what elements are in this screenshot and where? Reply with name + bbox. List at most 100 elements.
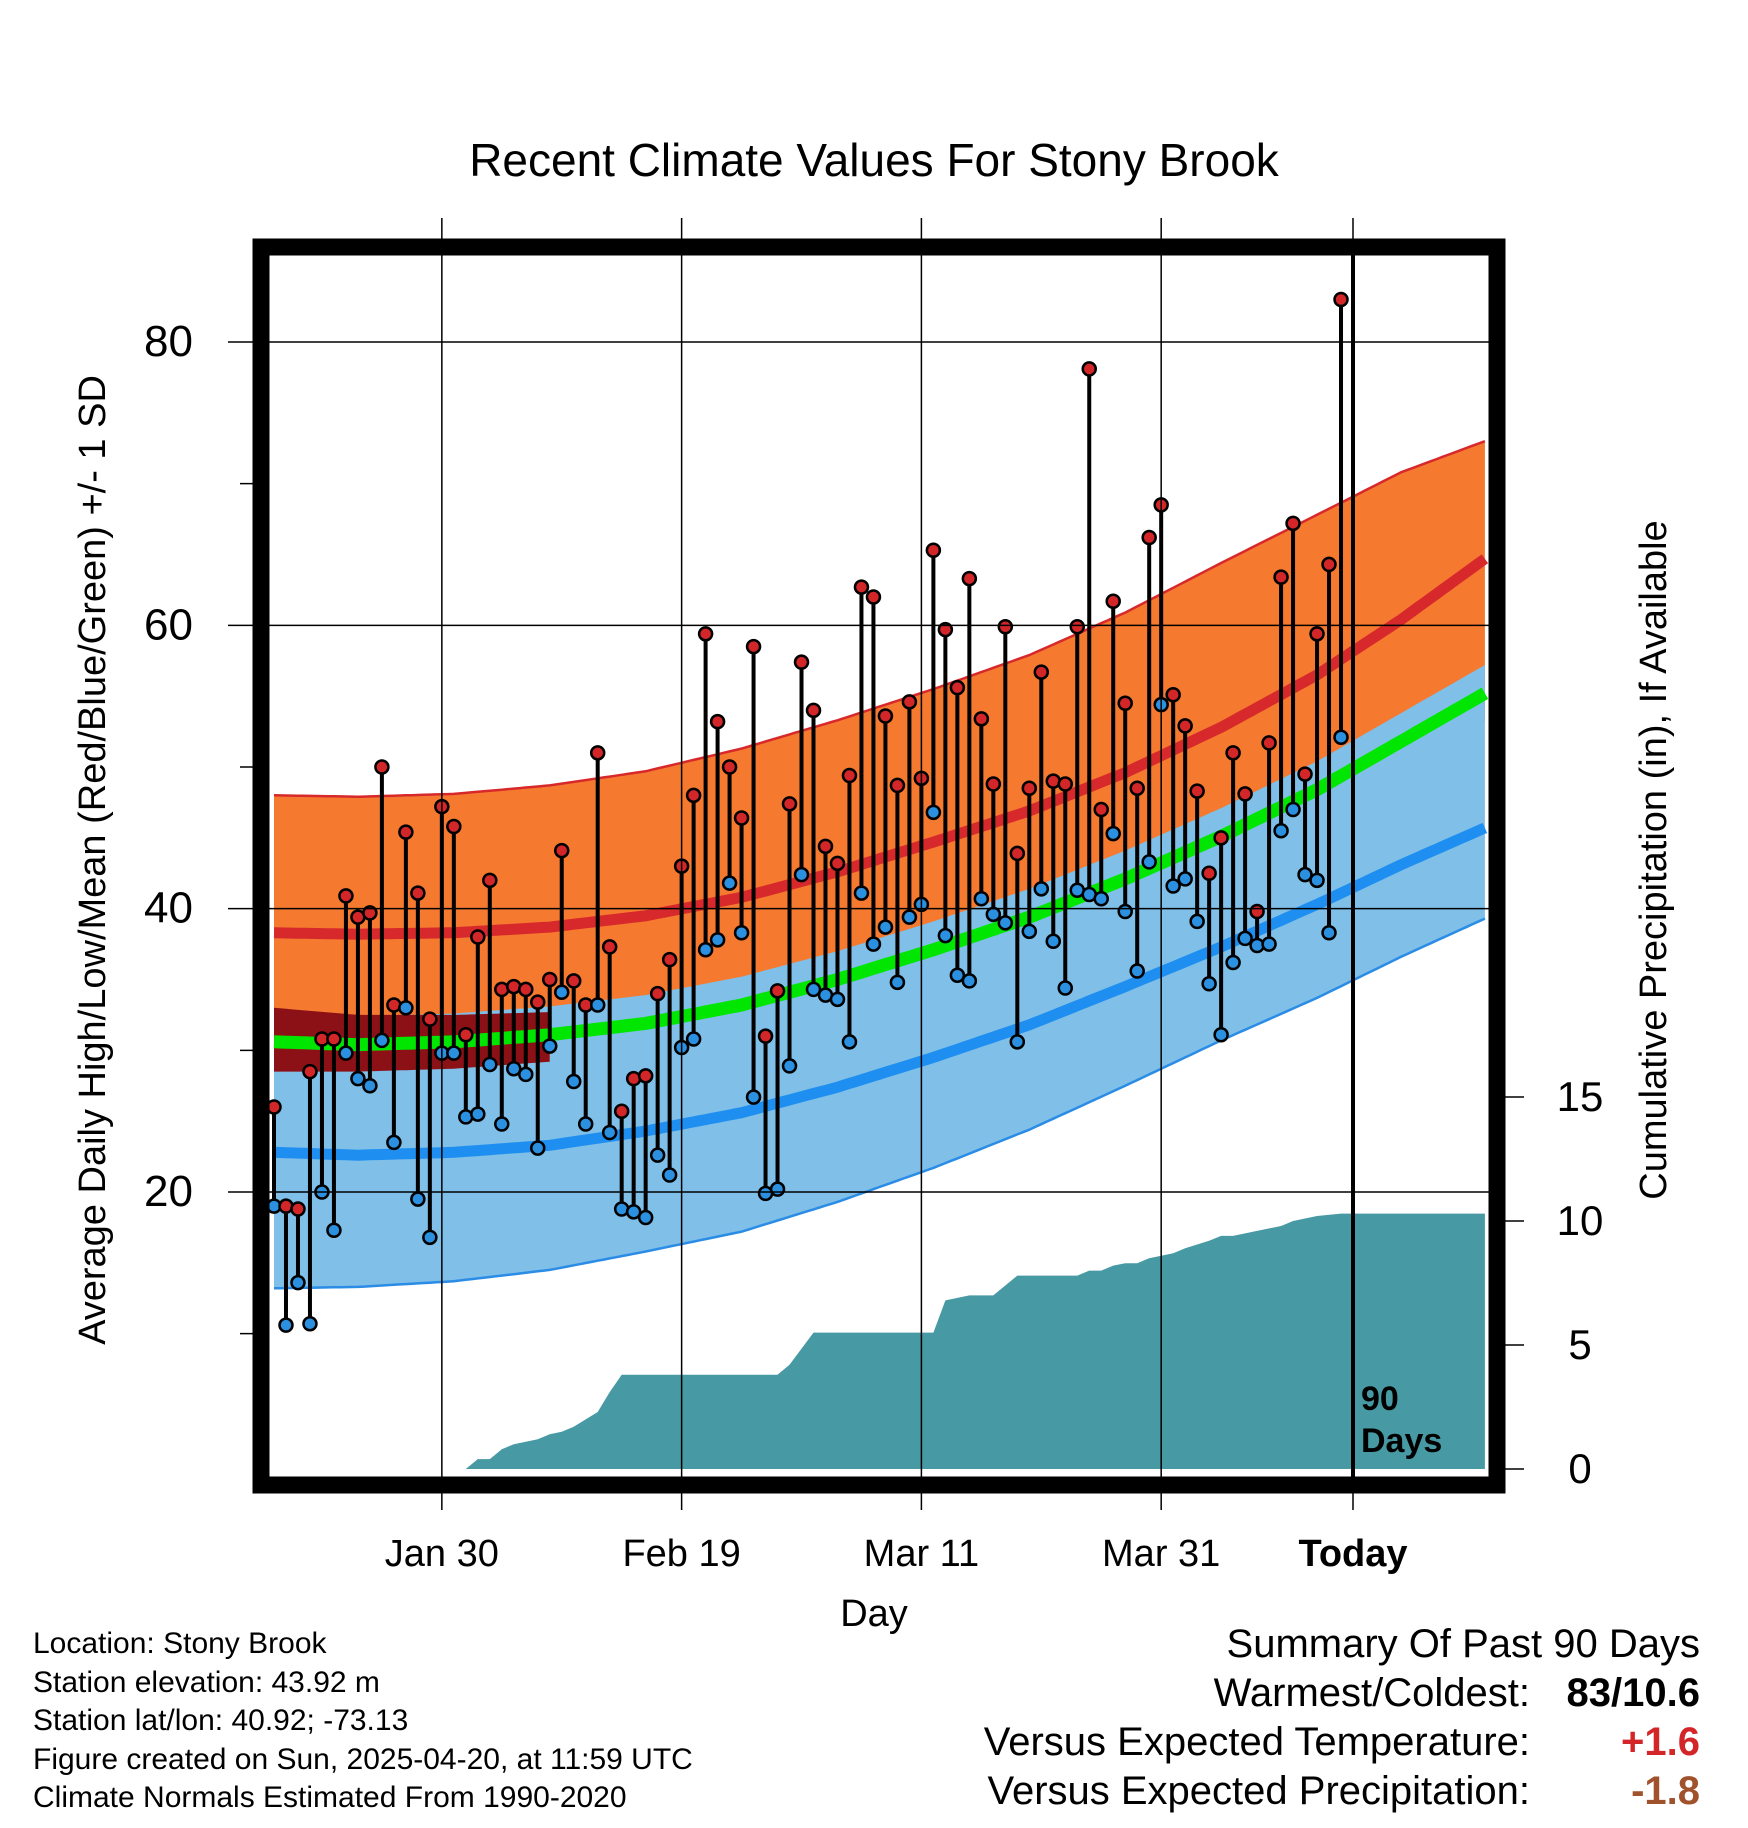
daily-low-point — [1165, 878, 1181, 894]
daily-low-point — [649, 1147, 666, 1163]
daily-high-point — [1249, 903, 1265, 920]
daily-low-point — [661, 1167, 678, 1183]
daily-low-point — [1045, 933, 1062, 949]
daily-high-point — [1141, 529, 1157, 546]
daily-high-point — [1177, 718, 1193, 734]
daily-low-point — [350, 1070, 366, 1087]
normals-text: Climate Normals Estimated From 1990-2020 — [33, 1781, 627, 1814]
y-tick-label: 40 — [144, 884, 193, 933]
daily-high-point — [853, 579, 870, 595]
daily-high-point — [458, 1027, 474, 1043]
normal-low-line — [273, 822, 1488, 1161]
precip-anomaly-value: -1.8 — [1631, 1769, 1700, 1813]
daily-high-point — [1309, 626, 1325, 642]
daily-low-point — [841, 1034, 858, 1050]
daily-high-point — [589, 745, 606, 761]
daily-low-point — [1309, 872, 1325, 889]
high-band-upper-edge — [273, 440, 1486, 799]
location-text: Location: Stony Brook — [33, 1627, 327, 1660]
daily-low-point — [793, 866, 810, 883]
daily-high-point — [613, 1103, 630, 1119]
x-axis-ticks: Jan 30 Feb 19 Mar 11 Mar 31 Today — [385, 1533, 1408, 1575]
daily-high-point — [565, 973, 582, 989]
daily-high-point — [1225, 745, 1241, 761]
daily-low-point — [829, 991, 846, 1008]
x-tick-label: Mar 11 — [864, 1533, 979, 1575]
y-tick-label: 80 — [144, 317, 193, 366]
x-tick-label: Mar 31 — [1102, 1533, 1220, 1575]
daily-high-point — [817, 838, 834, 855]
daily-high-point — [745, 638, 762, 655]
daily-low-point — [398, 1000, 414, 1016]
daily-high-point — [530, 994, 546, 1010]
daily-high-point — [1273, 569, 1289, 585]
daily-low-point — [1057, 980, 1074, 996]
created-text: Figure created on Sun, 2025-04-20, at 11… — [33, 1742, 693, 1776]
daily-high-point — [829, 855, 846, 872]
daily-low-point — [530, 1140, 546, 1156]
daily-low-point — [422, 1229, 438, 1246]
daily-low-point — [997, 915, 1014, 931]
daily-low-point — [362, 1078, 378, 1094]
daily-low-point — [769, 1181, 786, 1197]
daily-high-point — [1189, 783, 1205, 799]
daily-high-point — [877, 708, 894, 724]
daily-low-point — [518, 1066, 534, 1083]
daily-low-point — [1141, 854, 1157, 870]
daily-high-point — [362, 905, 378, 921]
x-tick-label: Feb 19 — [622, 1533, 740, 1575]
grid-horizontal — [266, 218, 1492, 1510]
x-tick-label: Today — [1298, 1533, 1407, 1575]
daily-high-point — [1165, 687, 1181, 703]
daily-low-point — [901, 909, 918, 925]
elevation-text: Station elevation: 43.92 m — [33, 1665, 380, 1699]
high-normal-band — [274, 441, 1485, 1073]
daily-high-point — [1069, 619, 1086, 635]
daily-high-point — [518, 981, 534, 998]
daily-high-point — [422, 1011, 438, 1027]
daily-low-point — [506, 1061, 522, 1077]
daily-low-point — [745, 1089, 762, 1105]
daily-low-point — [1237, 930, 1253, 947]
daily-high-point — [925, 542, 942, 558]
daily-low-point — [985, 906, 1002, 923]
daily-low-point — [949, 967, 966, 983]
cumulative-precip-area — [274, 1213, 1485, 1469]
daily-high-point — [685, 787, 702, 804]
daily-high-point — [1009, 845, 1026, 862]
daily-low-point — [577, 1116, 594, 1132]
daily-low-point — [1285, 801, 1301, 818]
daily-high-point — [1237, 786, 1253, 802]
daily-high-point — [985, 776, 1002, 792]
daily-high-point — [937, 621, 954, 638]
daily-high-point — [865, 589, 882, 605]
daily-high-point — [601, 939, 618, 955]
daily-low-point — [1273, 823, 1289, 839]
daily-high-point — [841, 767, 858, 784]
y-tick-label: 60 — [144, 600, 193, 649]
plot-frame — [252, 238, 1506, 1494]
daily-low-point — [1297, 866, 1313, 883]
latlon-text: Station lat/lon: 40.92; -73.13 — [33, 1704, 409, 1737]
daily-high-point — [1213, 830, 1229, 846]
summary-title: Summary Of Past 90 Days — [1226, 1622, 1700, 1666]
daily-low-point — [541, 1038, 558, 1054]
normal-mean-line — [273, 687, 1489, 1052]
daily-low-point — [853, 885, 870, 901]
daily-high-point — [1321, 556, 1337, 573]
daily-low-point — [326, 1222, 342, 1238]
summary-panel: Summary Of Past 90 Days Warmest/Coldest:… — [984, 1620, 1700, 1816]
daily-high-point — [901, 694, 918, 710]
summary-warmest-row: Warmest/Coldest: 83/10.6 — [984, 1669, 1700, 1718]
daily-low-point — [1333, 729, 1349, 745]
daily-high-point — [649, 985, 666, 1002]
daily-high-point — [1201, 865, 1217, 881]
daily-low-point — [1201, 976, 1217, 992]
daily-high-point — [961, 570, 978, 587]
y2-tick-label: 5 — [1568, 1321, 1591, 1368]
daily-high-point — [446, 818, 462, 835]
daily-high-point — [374, 759, 390, 775]
daily-low-point — [925, 804, 942, 821]
station-info: Location: Stony Brook Station elevation:… — [33, 1625, 693, 1818]
daily-low-point — [721, 875, 738, 891]
